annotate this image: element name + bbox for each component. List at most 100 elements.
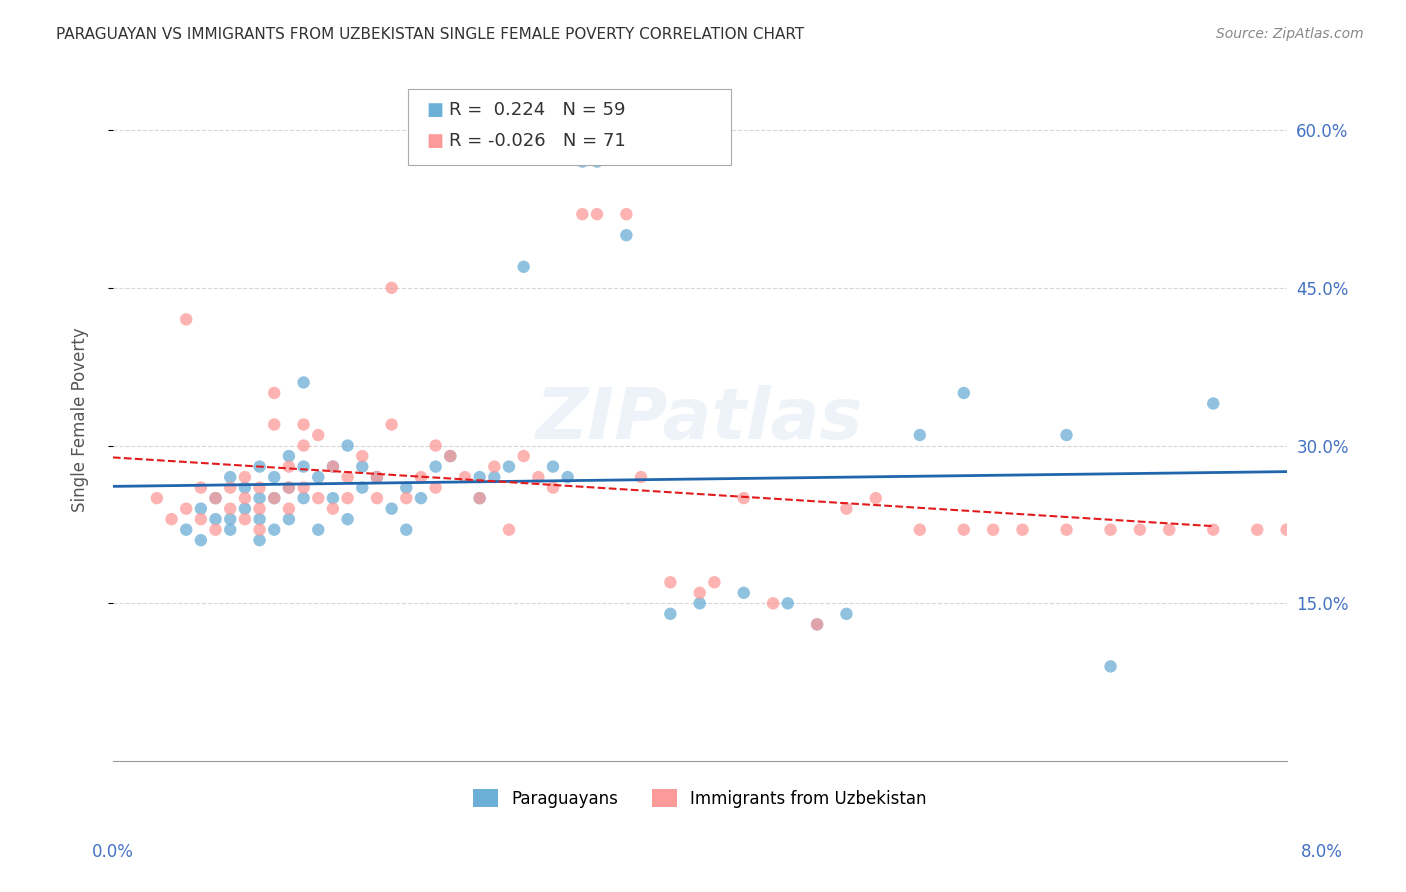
- Legend: Paraguayans, Immigrants from Uzbekistan: Paraguayans, Immigrants from Uzbekistan: [467, 783, 934, 814]
- Point: [204, 491, 226, 505]
- Text: ZIPatlas: ZIPatlas: [536, 384, 863, 454]
- Point: [439, 449, 461, 463]
- Point: [174, 501, 197, 516]
- Point: [190, 481, 212, 495]
- Point: [703, 575, 725, 590]
- Point: [776, 596, 799, 610]
- Point: [381, 417, 404, 432]
- Point: [953, 523, 976, 537]
- Point: [204, 491, 226, 505]
- Point: [322, 501, 344, 516]
- Point: [1159, 523, 1181, 537]
- Point: [263, 491, 285, 505]
- Point: [425, 438, 447, 452]
- Point: [395, 491, 418, 505]
- Point: [146, 491, 169, 505]
- Point: [908, 428, 931, 442]
- Point: [835, 501, 858, 516]
- Point: [1129, 523, 1152, 537]
- Point: [204, 523, 226, 537]
- Point: [322, 491, 344, 505]
- Point: [381, 501, 404, 516]
- Point: [366, 470, 388, 484]
- Point: [219, 470, 242, 484]
- Point: [233, 491, 256, 505]
- Point: [395, 481, 418, 495]
- Point: [953, 386, 976, 401]
- Point: [249, 523, 271, 537]
- Point: [425, 481, 447, 495]
- Point: [1246, 523, 1268, 537]
- Point: [249, 491, 271, 505]
- Point: [249, 501, 271, 516]
- Point: [541, 481, 564, 495]
- Point: [219, 501, 242, 516]
- Point: [614, 228, 637, 243]
- Point: [307, 428, 329, 442]
- Point: [689, 586, 711, 600]
- Text: 8.0%: 8.0%: [1301, 843, 1343, 861]
- Point: [527, 470, 550, 484]
- Point: [571, 207, 593, 221]
- Point: [733, 586, 755, 600]
- Point: [865, 491, 887, 505]
- Point: [835, 607, 858, 621]
- Point: [381, 281, 404, 295]
- Point: [233, 501, 256, 516]
- Point: [1275, 523, 1298, 537]
- Point: [277, 459, 299, 474]
- Point: [277, 481, 299, 495]
- Point: [1099, 659, 1122, 673]
- Point: [277, 512, 299, 526]
- Point: [249, 512, 271, 526]
- Point: [292, 417, 315, 432]
- Point: [352, 459, 374, 474]
- Point: [484, 470, 506, 484]
- Point: [659, 575, 682, 590]
- Point: [336, 491, 359, 505]
- Point: [395, 523, 418, 537]
- Point: [352, 481, 374, 495]
- Point: [263, 386, 285, 401]
- Point: [277, 449, 299, 463]
- Point: [1099, 523, 1122, 537]
- Point: [322, 459, 344, 474]
- Point: [614, 207, 637, 221]
- Point: [409, 491, 432, 505]
- Point: [512, 260, 534, 274]
- Point: [1011, 523, 1033, 537]
- Point: [468, 491, 491, 505]
- Point: [277, 501, 299, 516]
- Point: [249, 481, 271, 495]
- Point: [659, 607, 682, 621]
- Point: [425, 459, 447, 474]
- Point: [322, 459, 344, 474]
- Point: [219, 523, 242, 537]
- Point: [806, 617, 828, 632]
- Point: [263, 470, 285, 484]
- Point: [1202, 396, 1225, 410]
- Point: [733, 491, 755, 505]
- Point: [190, 533, 212, 548]
- Point: [336, 470, 359, 484]
- Point: [586, 154, 609, 169]
- Point: [439, 449, 461, 463]
- Point: [233, 512, 256, 526]
- Point: [190, 501, 212, 516]
- Point: [366, 470, 388, 484]
- Point: [806, 617, 828, 632]
- Point: [160, 512, 183, 526]
- Point: [174, 312, 197, 326]
- Text: ■: ■: [426, 132, 443, 150]
- Point: [307, 470, 329, 484]
- Point: [249, 459, 271, 474]
- Point: [233, 470, 256, 484]
- Point: [204, 512, 226, 526]
- Point: [484, 459, 506, 474]
- Point: [277, 481, 299, 495]
- Point: [352, 449, 374, 463]
- Point: [336, 512, 359, 526]
- Text: R = -0.026   N = 71: R = -0.026 N = 71: [449, 132, 626, 150]
- Text: 0.0%: 0.0%: [91, 843, 134, 861]
- Point: [190, 512, 212, 526]
